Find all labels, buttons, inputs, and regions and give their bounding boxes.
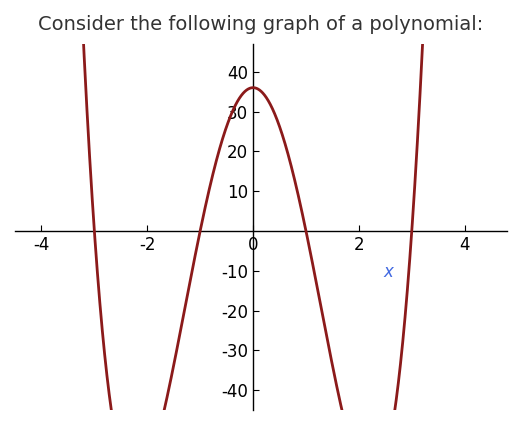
Title: Consider the following graph of a polynomial:: Consider the following graph of a polyno… — [39, 15, 483, 34]
Text: x: x — [383, 263, 393, 281]
